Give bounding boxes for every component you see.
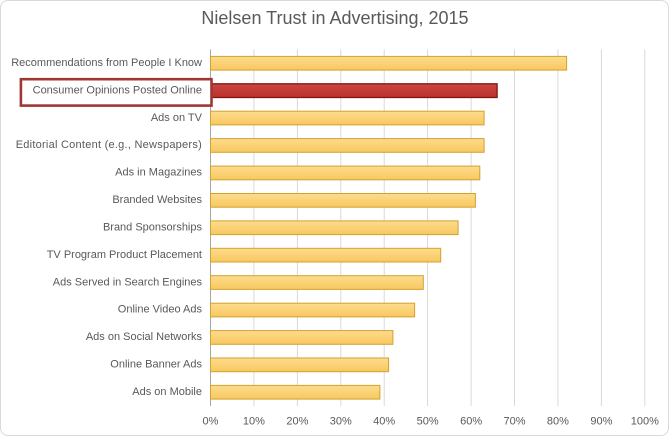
svg-text:Editorial Content (e.g., Newsp: Editorial Content (e.g., Newspapers)	[16, 139, 202, 151]
svg-text:50%: 50%	[417, 416, 439, 428]
svg-text:Consumer Opinions Posted Onlin: Consumer Opinions Posted Online	[33, 84, 202, 96]
svg-text:Ads on Mobile: Ads on Mobile	[132, 386, 202, 398]
svg-text:TV Program Product Placement: TV Program Product Placement	[47, 249, 202, 261]
svg-text:90%: 90%	[590, 416, 612, 428]
svg-text:Ads in Magazines: Ads in Magazines	[115, 167, 202, 179]
svg-text:60%: 60%	[460, 416, 482, 428]
svg-text:Brand Sponsorships: Brand Sponsorships	[103, 221, 203, 233]
svg-text:80%: 80%	[547, 416, 569, 428]
svg-text:Branded Websites: Branded Websites	[112, 194, 202, 206]
svg-text:30%: 30%	[330, 416, 352, 428]
svg-text:20%: 20%	[286, 416, 308, 428]
svg-text:40%: 40%	[373, 416, 395, 428]
svg-text:Ads Served in Search Engines: Ads Served in Search Engines	[53, 276, 203, 288]
svg-text:10%: 10%	[243, 416, 265, 428]
svg-text:Nielsen Trust in Advertising,: Nielsen Trust in Advertising, 2015	[201, 8, 468, 28]
svg-text:Recommendations from People I: Recommendations from People I Know	[11, 57, 202, 69]
svg-text:Ads on TV: Ads on TV	[151, 112, 203, 124]
svg-text:Online Video Ads: Online Video Ads	[118, 304, 203, 316]
svg-text:70%: 70%	[503, 416, 525, 428]
svg-text:Online Banner Ads: Online Banner Ads	[110, 359, 202, 371]
svg-text:0%: 0%	[203, 416, 219, 428]
svg-text:100%: 100%	[631, 416, 659, 428]
svg-text:Ads on Social Networks: Ads on Social Networks	[86, 331, 203, 343]
